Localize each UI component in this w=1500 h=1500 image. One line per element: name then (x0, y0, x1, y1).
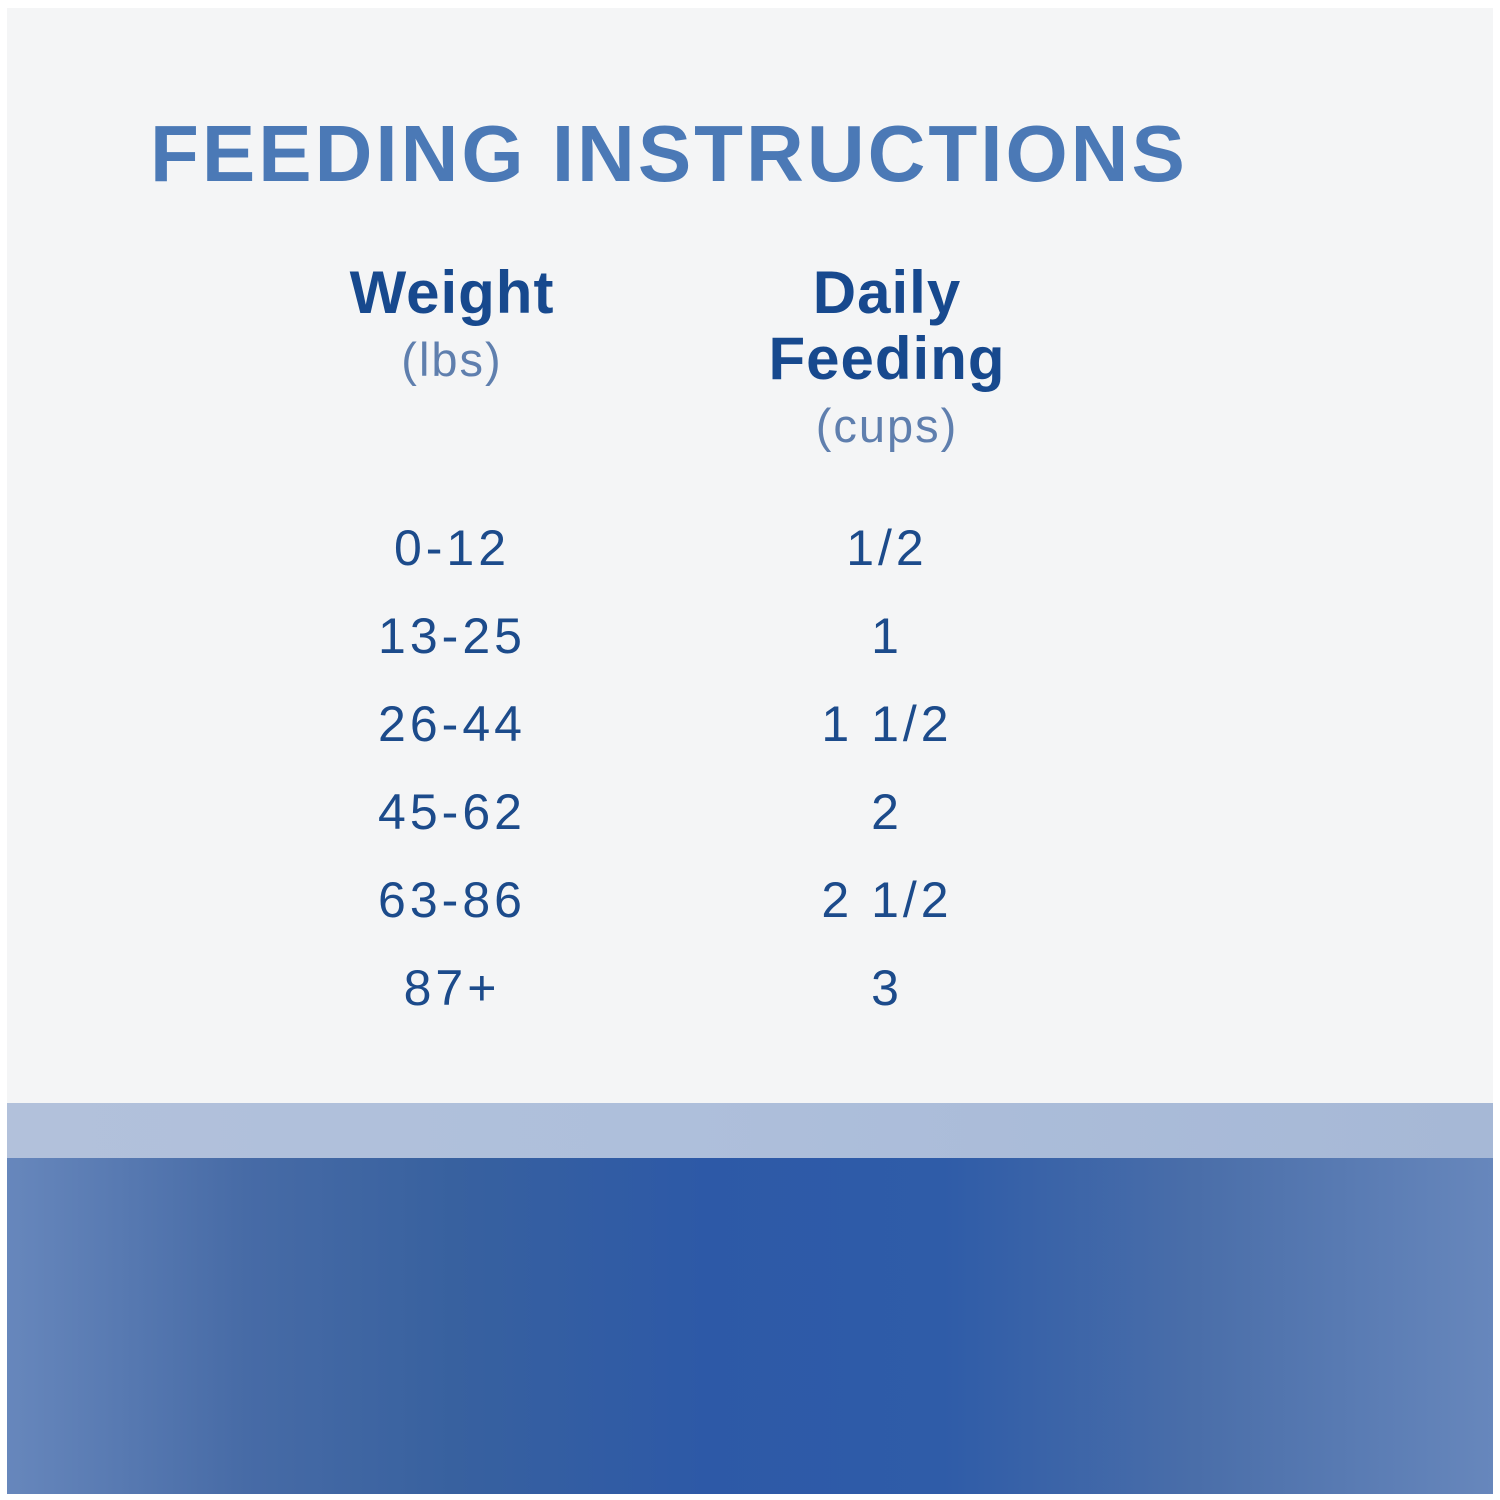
cups-value: 1 (871, 607, 903, 664)
column-header-daily-feeding: Daily Feeding (cups) (702, 260, 1072, 452)
table-row: 87+ 3 (202, 944, 1072, 1032)
weight-value: 45-62 (378, 783, 526, 840)
column-unit-daily-feeding: (cups) (815, 399, 959, 452)
table-body: 0-12 1/2 13-25 1 26-44 1 1/2 45-62 2 63-… (202, 504, 1072, 1032)
weight-value: 63-86 (378, 871, 526, 928)
weight-value: 0-12 (393, 519, 511, 576)
table-row: 0-12 1/2 (202, 504, 1072, 592)
weight-value: 87+ (403, 959, 501, 1016)
footer-band-dark (7, 1158, 1493, 1494)
feeding-table: Weight (lbs) Daily Feeding (cups) 0-12 1… (202, 260, 1072, 1032)
feeding-panel: FEEDING INSTRUCTIONS Weight (lbs) Daily … (7, 8, 1493, 1494)
table-header: Weight (lbs) Daily Feeding (cups) (202, 260, 1072, 452)
column-label-weight: Weight (349, 259, 555, 326)
table-row: 13-25 1 (202, 592, 1072, 680)
cups-value: 3 (871, 959, 903, 1016)
footer-band-light (7, 1103, 1493, 1158)
table-row: 26-44 1 1/2 (202, 680, 1072, 768)
cups-value: 1/2 (846, 519, 928, 576)
weight-value: 13-25 (378, 607, 526, 664)
weight-value: 26-44 (378, 695, 526, 752)
cups-value: 1 1/2 (821, 695, 953, 752)
column-unit-weight: (lbs) (401, 333, 503, 386)
table-row: 45-62 2 (202, 768, 1072, 856)
cups-value: 2 1/2 (821, 871, 953, 928)
cups-value: 2 (871, 783, 903, 840)
page-title: FEEDING INSTRUCTIONS (150, 109, 1188, 198)
table-row: 63-86 2 1/2 (202, 856, 1072, 944)
column-label-daily-feeding: Daily Feeding (768, 259, 1006, 392)
column-header-weight: Weight (lbs) (202, 260, 702, 452)
